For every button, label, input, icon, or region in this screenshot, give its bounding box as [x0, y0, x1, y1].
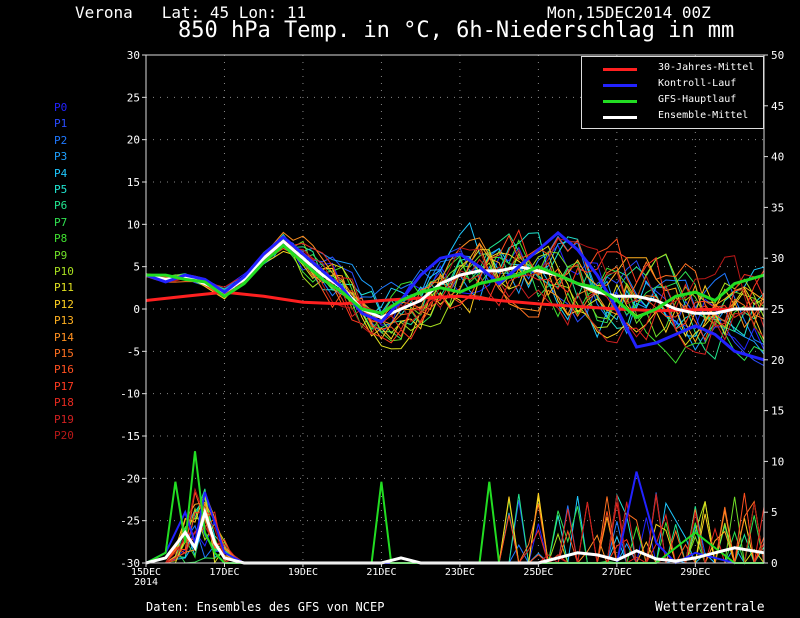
member-label: P16 — [54, 363, 74, 377]
legend-swatch — [603, 68, 637, 71]
y-axis-left: 30 25 20 15 10 5 0 -5 -10 -15 -20 -25 -30 — [120, 49, 146, 570]
location-label: Verona Lat: 45 Lon: 11 — [75, 3, 307, 22]
member-precip-line — [146, 493, 764, 564]
y-tick-label-right: 15 — [771, 405, 784, 418]
y-tick-label-right: 30 — [771, 252, 784, 265]
member-label: P19 — [54, 412, 74, 426]
member-label: P2 — [54, 133, 68, 147]
x-axis: 15DEC2014 17DEC 19DEC 21DEC 23DEC 25DEC 27DEC 2… — [131, 563, 710, 588]
member-label: P10 — [54, 265, 74, 278]
member-label: P5 — [54, 183, 68, 196]
member-precip-line — [146, 502, 765, 564]
member-label: P7 — [54, 215, 68, 229]
brand-label: Wetterzentrale — [655, 600, 765, 615]
legend-swatch — [603, 116, 637, 119]
legend: 30-Jahres-Mittel Kontroll-Lauf GFS-Haupt… — [581, 56, 764, 129]
y-tick-label-left: -10 — [120, 388, 140, 401]
run-date: Mon,15DEC2014 00Z — [547, 3, 711, 22]
temp-series-line — [145, 290, 764, 313]
y-tick-label-left: -25 — [120, 515, 140, 528]
member-label: P4 — [54, 166, 68, 180]
y-tick-label-left: -15 — [120, 430, 140, 443]
y-tick-label-right: 0 — [771, 557, 778, 570]
y-tick-label-left: 30 — [127, 49, 140, 62]
y-tick-label-left: 0 — [133, 303, 140, 316]
legend-swatch — [603, 100, 637, 103]
y-tick-label-right: 5 — [771, 506, 778, 519]
legend-label: 30-Jahres-Mittel — [658, 62, 755, 73]
member-precip-line — [146, 493, 764, 564]
y-tick-label-left: 10 — [127, 218, 140, 231]
temp-series-line — [146, 243, 765, 320]
member-precip-line — [146, 506, 765, 565]
legend-item-gfs: GFS-Hauptlauf — [582, 94, 763, 108]
member-precip-line — [146, 496, 764, 564]
chart-title: 850 hPa Temp. in °C, 6h-Niederschlag in … — [178, 18, 735, 43]
member-precip-line — [146, 510, 765, 564]
member-label: P9 — [54, 248, 68, 262]
x-tick-label: 19DEC — [288, 567, 318, 578]
member-label: P8 — [54, 232, 68, 246]
y-tick-label-left: 25 — [127, 91, 140, 104]
member-label: P1 — [54, 117, 68, 131]
member-label: P11 — [54, 281, 74, 295]
member-label: P18 — [54, 396, 74, 410]
member-precip-line — [146, 501, 764, 564]
member-label: P14 — [54, 330, 74, 344]
member-label: P6 — [54, 199, 68, 213]
y-tick-label-right: 45 — [771, 100, 784, 113]
y-tick-label-left: 15 — [127, 176, 140, 189]
member-label: P15 — [54, 347, 74, 360]
x-tick-label: 2014 — [134, 577, 158, 588]
y-tick-label-right: 40 — [771, 151, 784, 164]
y-tick-label-left: -5 — [127, 345, 140, 358]
y-tick-label-right: 20 — [771, 354, 784, 367]
member-precip-line — [146, 496, 765, 564]
data-source: Daten: Ensembles des GFS von NCEP — [146, 600, 385, 614]
member-precip-line — [146, 496, 765, 564]
x-tick-label: 23DEC — [445, 567, 475, 578]
x-tick-label: 25DEC — [523, 567, 553, 578]
y-tick-label-left: 20 — [127, 134, 140, 147]
legend-label: GFS-Hauptlauf — [658, 94, 737, 105]
y-tick-label-left: -20 — [120, 472, 140, 485]
legend-item-climate: 30-Jahres-Mittel — [582, 62, 763, 76]
x-tick-label: 27DEC — [602, 567, 632, 578]
legend-swatch — [603, 84, 637, 87]
member-precip-line — [146, 496, 764, 564]
highlighted-series — [145, 230, 765, 362]
y-tick-label-left: 5 — [133, 261, 140, 274]
legend-item-mean: Ensemble-Mittel — [582, 110, 763, 124]
member-label: P17 — [54, 379, 74, 393]
member-precip-line — [146, 493, 765, 564]
temp-series-line — [145, 239, 764, 320]
x-tick-label: 21DEC — [366, 567, 396, 578]
temp-series-line — [145, 230, 765, 362]
member-precip-line — [146, 493, 764, 564]
member-precip-line — [146, 501, 764, 564]
x-tick-label: 17DEC — [209, 567, 239, 578]
legend-label: Kontroll-Lauf — [658, 78, 737, 89]
y-tick-label-right: 35 — [771, 201, 784, 214]
member-label: P12 — [54, 297, 74, 311]
member-precip-line — [146, 499, 764, 564]
y-tick-label-right: 10 — [771, 455, 784, 468]
x-tick-label: 15DEC — [131, 567, 161, 578]
member-label: P3 — [54, 150, 68, 164]
member-label: P0 — [54, 101, 68, 114]
legend-item-control: Kontroll-Lauf — [582, 78, 763, 92]
x-tick-label: 29DEC — [680, 567, 710, 578]
ensemble-members — [145, 221, 765, 565]
y-tick-label-left: -30 — [120, 557, 140, 570]
precip-line — [145, 506, 765, 565]
y-tick-label-right: 25 — [771, 303, 784, 316]
member-label: P13 — [54, 314, 74, 328]
y-tick-label-right: 50 — [771, 49, 784, 62]
member-label: P20 — [54, 429, 74, 442]
legend-label: Ensemble-Mittel — [658, 110, 749, 121]
